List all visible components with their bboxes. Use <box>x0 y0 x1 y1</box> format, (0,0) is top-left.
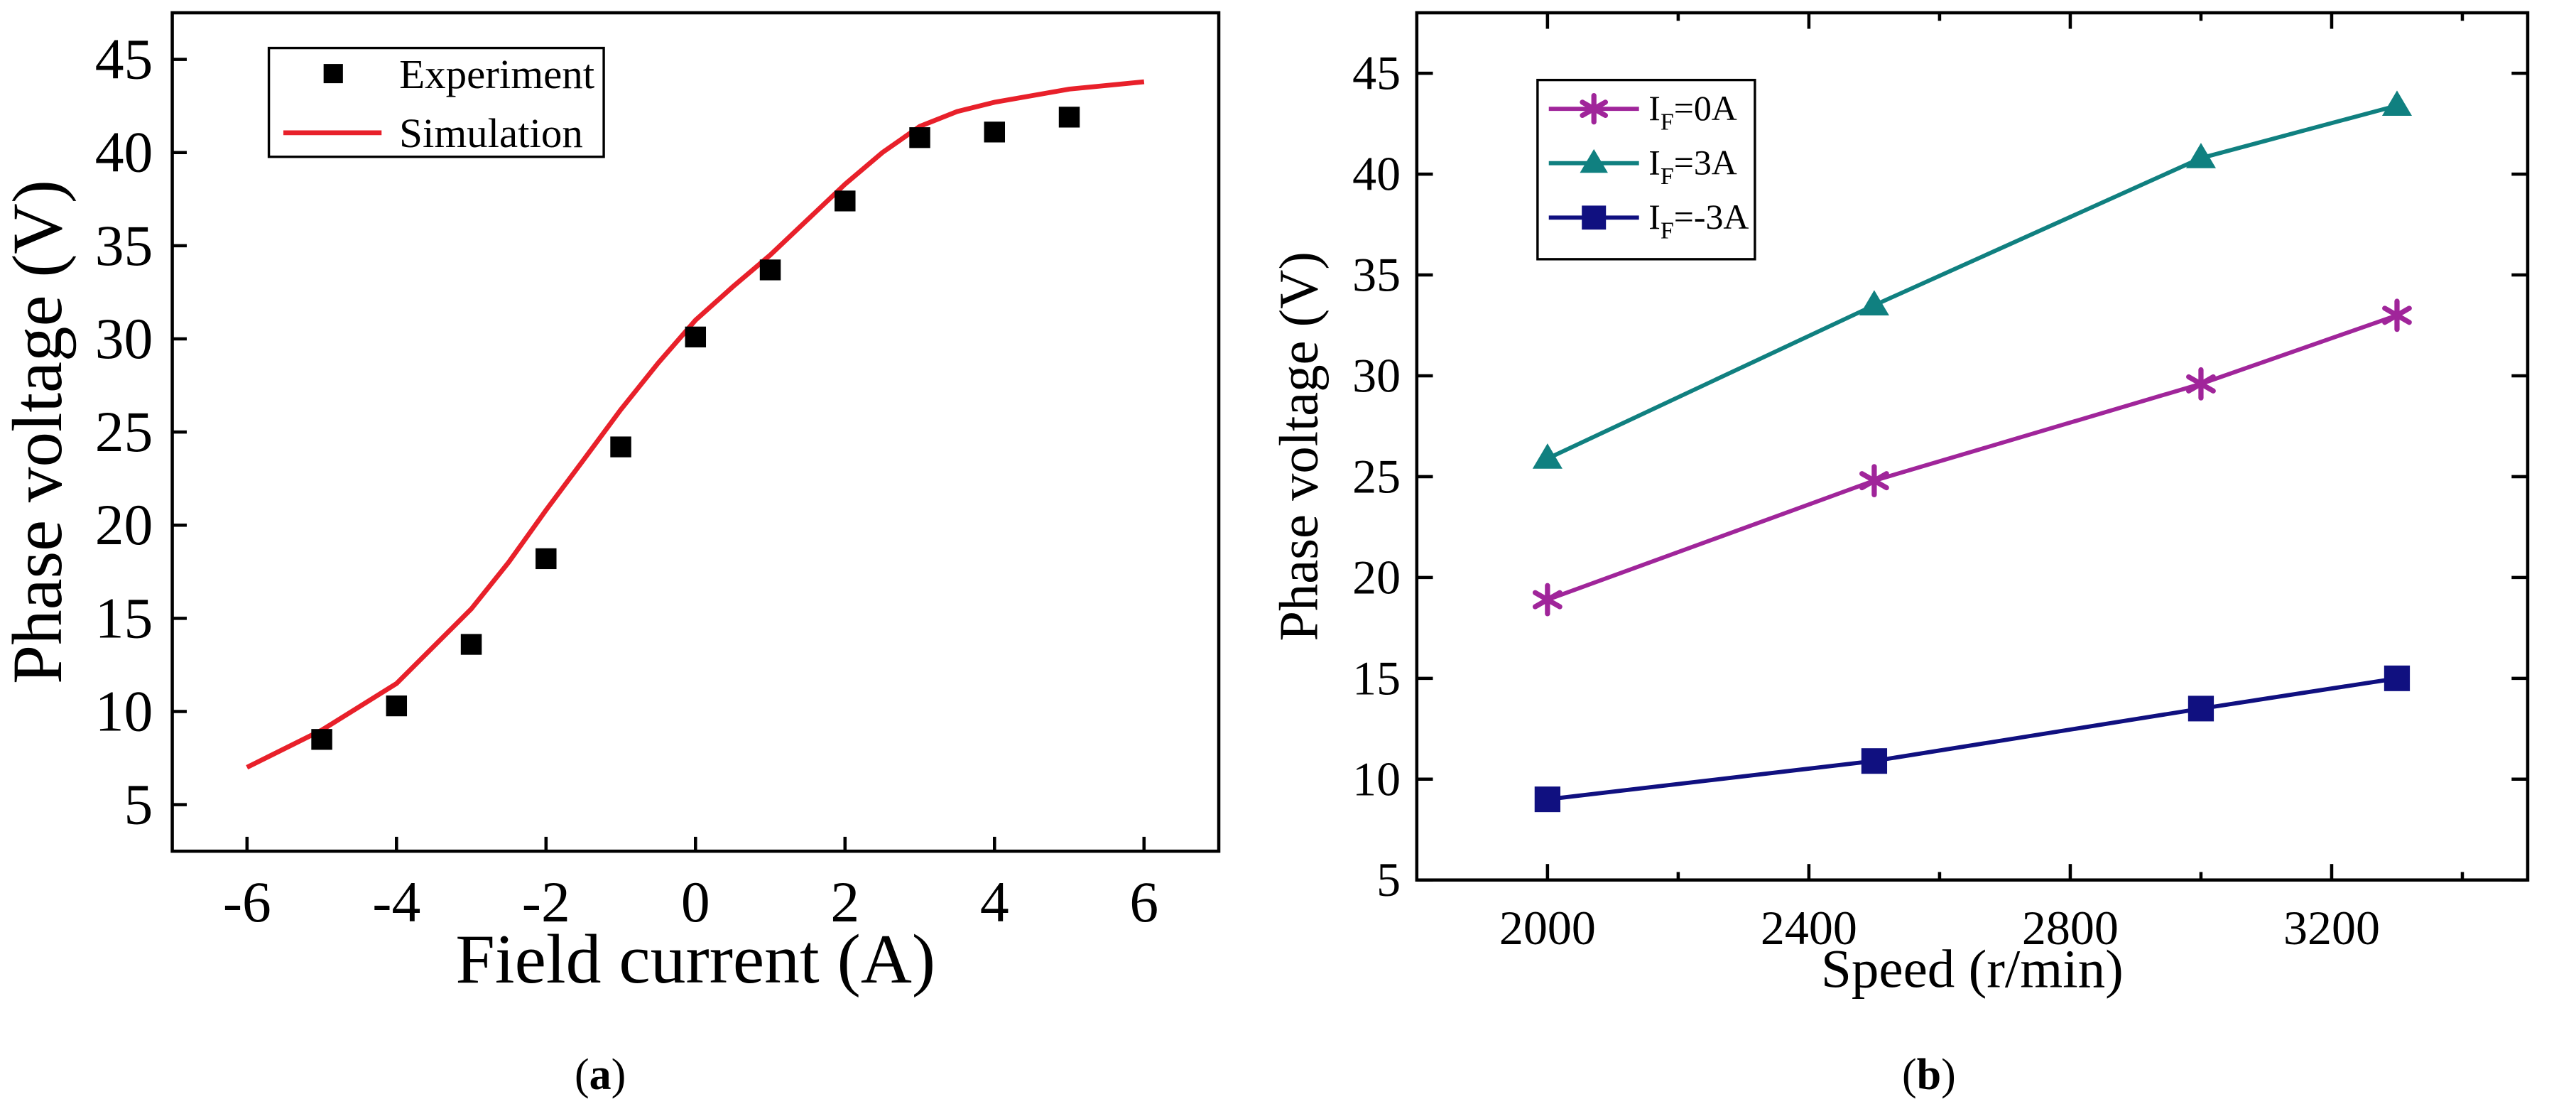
series-point-1 <box>2185 143 2216 168</box>
legend-label-main: I <box>1648 89 1661 128</box>
series-point-0 <box>2382 298 2412 332</box>
legend-label-0: IF=0A <box>1648 89 1737 135</box>
y-tick-label: 30 <box>95 307 153 371</box>
experiment-point <box>1058 107 1080 128</box>
series-point-0-stroke <box>2382 305 2412 325</box>
legend-label-main: I <box>1648 197 1661 237</box>
y-tick-label: 10 <box>95 680 153 744</box>
series-point-0-stroke <box>1859 471 1889 491</box>
panel-a-caption: (a) <box>575 1051 626 1099</box>
legend-simulation-label: Simulation <box>399 110 583 156</box>
y-tick-label: 5 <box>1376 853 1401 907</box>
experiment-point <box>685 326 707 347</box>
x-tick-label: -4 <box>372 870 420 934</box>
x-tick-label: 2000 <box>1499 902 1596 955</box>
series-point-2 <box>1534 786 1561 813</box>
series-point-1 <box>2381 90 2413 116</box>
legend-label-main: I <box>1648 144 1661 183</box>
x-tick-label: 2800 <box>2022 902 2119 955</box>
experiment-point <box>536 548 557 570</box>
legend-label-1: IF=3A <box>1648 144 1737 190</box>
y-tick-label: 25 <box>1352 450 1401 504</box>
panel-b-letter: b <box>1916 1051 1942 1099</box>
y-tick-label: 10 <box>1352 752 1401 806</box>
plot-frame <box>1415 11 2530 882</box>
y-tick-label: 40 <box>1352 148 1401 201</box>
experiment-point <box>311 729 332 750</box>
legend-label-2: IF=-3A <box>1648 197 1749 244</box>
y-tick-label: 45 <box>1352 47 1401 100</box>
x-tick-label: -2 <box>522 870 570 934</box>
y-axis-label: Phase voltage (V) <box>0 180 77 684</box>
x-axis-label: Speed (r/min) <box>1821 939 2124 1000</box>
y-tick-label: 40 <box>95 121 153 185</box>
legend-marker-1 <box>1580 148 1608 173</box>
series-point-0 <box>1532 583 1563 617</box>
y-tick-label: 15 <box>95 587 153 651</box>
series-point-0-stroke <box>1532 590 1563 610</box>
legend: Experiment Simulation <box>267 46 605 158</box>
chart-a: -6 -4 -2 0 2 4 6 5 10 15 20 25 30 35 40 45 Field current… <box>0 11 1221 998</box>
experiment-point <box>984 121 1006 143</box>
legend-label-sub: F <box>1661 109 1674 136</box>
series-point-2 <box>2384 665 2411 691</box>
x-axis-label: Field current (A) <box>455 919 935 998</box>
y-tick-label: 20 <box>95 493 153 557</box>
y-tick-label: 15 <box>1352 652 1401 705</box>
y-tick-label: 5 <box>124 773 153 837</box>
legend-marker-2 <box>1582 205 1607 230</box>
x-tick-label: 6 <box>1129 870 1158 934</box>
x-tick-label: -6 <box>223 870 271 934</box>
legend-label-rest: =-3A <box>1674 197 1749 237</box>
series-line-1 <box>1546 103 2398 461</box>
x-tick-label: 4 <box>980 870 1009 934</box>
legend-label-sub: F <box>1661 163 1674 190</box>
y-tick-label: 45 <box>95 28 153 92</box>
x-tick-label: 2400 <box>1761 902 1857 955</box>
series-point-2 <box>2188 696 2214 722</box>
y-tick-label: 35 <box>1352 249 1401 302</box>
experiment-point <box>610 436 631 458</box>
chart-b: 2000 2400 2800 3200 5 10 15 20 25 30 35 40 45 Speed (… <box>1268 11 2530 1000</box>
x-tick-label: 0 <box>681 870 710 934</box>
legend-marker-0-stroke <box>1580 99 1609 119</box>
series-point-1 <box>1859 290 1889 316</box>
y-axis-label: Phase voltage (V) <box>1268 251 1329 642</box>
x-tick-label: 3200 <box>2283 902 2380 955</box>
experiment-point <box>759 259 781 281</box>
legend-label-rest: =0A <box>1674 89 1737 128</box>
simulation-series-line <box>246 79 1145 770</box>
series-point-0 <box>2186 367 2216 401</box>
series-point-0 <box>1859 464 1889 498</box>
legend-experiment-marker <box>323 64 343 84</box>
y-tick-label: 25 <box>95 400 153 464</box>
series-line-2 <box>1547 676 2398 802</box>
legend-label-sub: F <box>1661 218 1674 244</box>
legend-marker-0 <box>1580 92 1609 125</box>
experiment-point <box>909 127 930 148</box>
series-line-0 <box>1546 313 2398 602</box>
series-point-0-stroke <box>2186 374 2216 394</box>
x-tick-label: 2 <box>830 870 859 934</box>
series-point-1 <box>1532 443 1563 469</box>
panel-a-letter: a <box>589 1051 612 1099</box>
legend-experiment-label: Experiment <box>399 51 594 97</box>
y-tick-label: 35 <box>95 214 153 278</box>
y-tick-label: 30 <box>1352 350 1401 403</box>
experiment-point <box>386 695 408 717</box>
series-point-2 <box>1861 748 1888 774</box>
experiment-point <box>460 634 482 655</box>
experiment-point <box>835 190 856 212</box>
legend-label-rest: =3A <box>1674 144 1737 183</box>
y-tick-label: 20 <box>1352 551 1401 605</box>
panel-b-caption: (b) <box>1902 1051 1956 1099</box>
